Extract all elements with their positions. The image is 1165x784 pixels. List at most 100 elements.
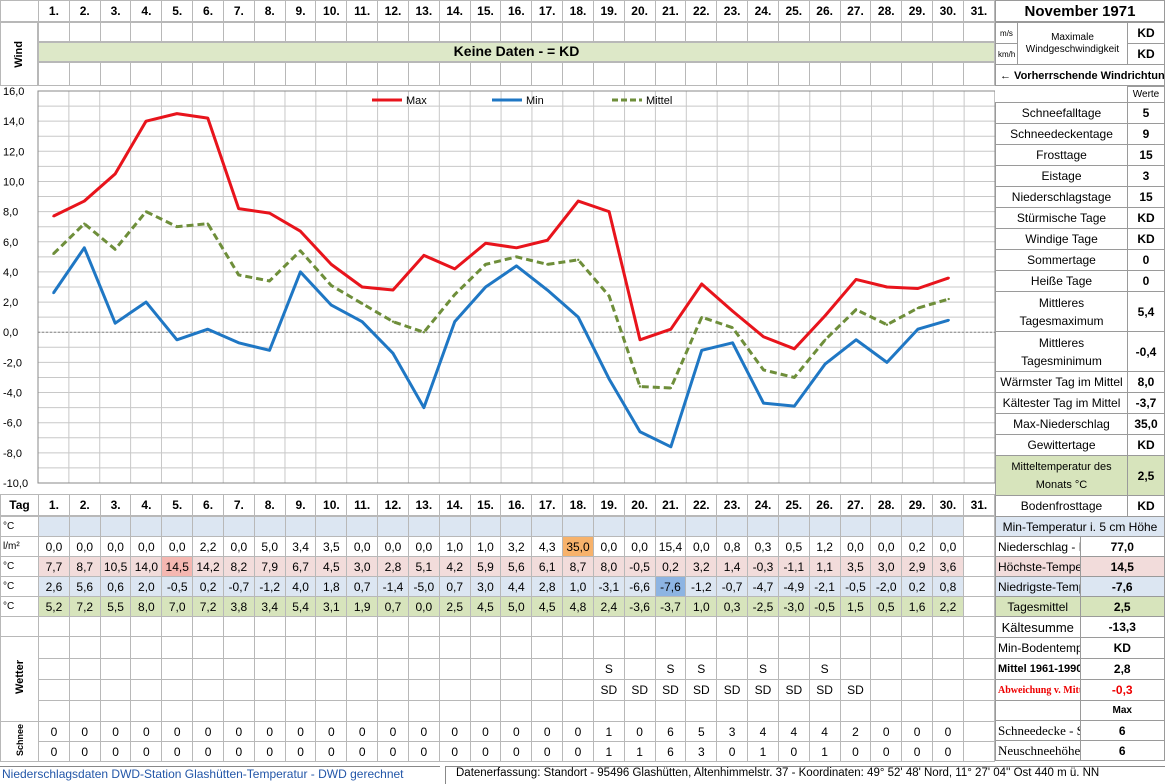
month-title: November 1971: [995, 0, 1165, 22]
stat-row: Schneefalltage 5: [995, 102, 1165, 124]
day-header-cell: 6.: [192, 0, 224, 22]
value-cell: 4,5: [315, 556, 348, 577]
max-row: Max: [995, 700, 1165, 721]
wetter-cell: [346, 658, 379, 680]
day-header-cell: 31.: [962, 0, 996, 22]
value-cell: 2,2: [932, 596, 964, 617]
data-point-min: [268, 349, 271, 352]
schnee-cell: 0: [407, 741, 440, 762]
value-cell: [562, 616, 594, 637]
y-tick-label: 14,0: [3, 116, 24, 128]
value-cell: 0,0: [407, 536, 440, 557]
data-point-min: [52, 291, 55, 295]
wind-cell: [38, 62, 70, 86]
stat-label: Eistage: [995, 165, 1128, 187]
wetter-cell: [192, 700, 224, 722]
summary-value: -13,3: [1079, 616, 1165, 638]
data-point-mittel: [793, 376, 796, 379]
value-cell: 3,6: [932, 556, 964, 577]
stat-row: Gewittertage KD: [995, 434, 1165, 456]
wetter-cell: [716, 658, 749, 680]
data-point-mittel: [299, 249, 302, 253]
max-wind-kmh: KD: [1127, 43, 1165, 65]
wind-cell: [130, 62, 163, 86]
value-cell: 8,0: [130, 596, 163, 617]
wind-cell: [222, 22, 255, 42]
y-tick-label: 16,0: [3, 86, 24, 98]
wind-cell: [68, 62, 101, 86]
legend-label: Mittel: [646, 95, 672, 107]
data-point-max: [422, 254, 426, 257]
wetter-cell: [808, 636, 841, 659]
summary-row: Tagesmittel 2,5: [995, 596, 1165, 617]
wetter-cell: [38, 679, 70, 701]
value-cell: 0,2: [901, 576, 934, 597]
stat-label: Gewittertage: [995, 434, 1128, 456]
stat-label: Bodenfrosttage: [995, 495, 1128, 517]
wind-cell: [962, 22, 996, 42]
value-cell: 3,0: [346, 556, 379, 577]
value-cell: [99, 616, 132, 637]
wind-direction-text: ← Vorherrschende Windrichtung: [1000, 70, 1165, 82]
wind-cell: [870, 62, 903, 86]
data-point-mittel: [83, 222, 86, 225]
day-header-cell: 15.: [469, 494, 502, 516]
schnee-cell: 1: [623, 741, 656, 762]
data-point-mittel: [52, 252, 55, 256]
stat-label: Niederschlagstage: [995, 186, 1128, 208]
wetter-cell: [685, 700, 718, 722]
schnee-cell: 4: [747, 721, 779, 742]
value-cell: -0,3: [747, 556, 779, 577]
data-point-mittel: [885, 323, 889, 326]
data-point-max: [515, 246, 518, 249]
value-cell: -3,6: [623, 596, 656, 617]
value-cell: [284, 616, 317, 637]
wetter-cell: [777, 700, 810, 722]
day-header-cell: 21.: [654, 0, 687, 22]
stat-label: Mitteltemperatur des Monats °C: [995, 455, 1128, 496]
value-cell: 0,5: [777, 536, 810, 557]
data-point-max: [237, 207, 240, 210]
value-cell: [500, 616, 533, 637]
value-cell: [253, 516, 286, 537]
value-cell: 4,0: [284, 576, 317, 597]
snow-summary-value: 6: [1079, 740, 1165, 761]
wind-cell: [685, 62, 718, 86]
schnee-cell: 0: [469, 741, 502, 762]
data-point-min: [422, 406, 426, 409]
schnee-cell: 0: [346, 741, 379, 762]
value-cell: [623, 516, 656, 537]
wetter-cell: [438, 658, 471, 680]
day-header-cell: 22.: [685, 494, 718, 516]
summary-label: Mittel 1961-1990 in °C: [995, 658, 1081, 680]
day-header-cell: 13.: [407, 0, 440, 22]
wetter-cell: [192, 679, 224, 701]
wetter-cell: [346, 636, 379, 659]
schnee-cell: 0: [901, 721, 934, 742]
value-cell: [38, 616, 70, 637]
schnee-cell: 0: [284, 741, 317, 762]
wind-cell: [562, 62, 594, 86]
value-cell: 14,2: [192, 556, 224, 577]
summary-label: Tagesmittel: [995, 596, 1081, 617]
summary-label: Min-Bodentemperatur: [995, 637, 1081, 659]
schnee-cell: 0: [161, 741, 194, 762]
value-cell: 0,0: [68, 536, 101, 557]
day-header-cell: 20.: [623, 0, 656, 22]
schnee-cell: 1: [592, 741, 625, 762]
value-cell: 0,0: [161, 536, 194, 557]
day-header-cell: 5.: [161, 494, 194, 516]
summary-value: 2,8: [1079, 658, 1165, 680]
wind-cell: [654, 62, 687, 86]
data-point-mittel: [916, 306, 920, 310]
wetter-cell: [531, 679, 564, 701]
schnee-row: Schnee 0 0 0 0 0 0 0 0 0 0 0 0 0 0 0 0 0 0 1 0 6 5 3 4 4 4 2 0 0 0: [0, 721, 996, 762]
schnee-cell: 0: [932, 741, 964, 762]
stat-label: Wärmster Tag im Mittel: [995, 371, 1128, 393]
wetter-cell: [932, 636, 964, 659]
unit-cell: °C: [0, 576, 39, 597]
value-cell: [438, 616, 471, 637]
schnee-cell: 3: [685, 741, 718, 762]
wetter-cell: [839, 636, 872, 659]
